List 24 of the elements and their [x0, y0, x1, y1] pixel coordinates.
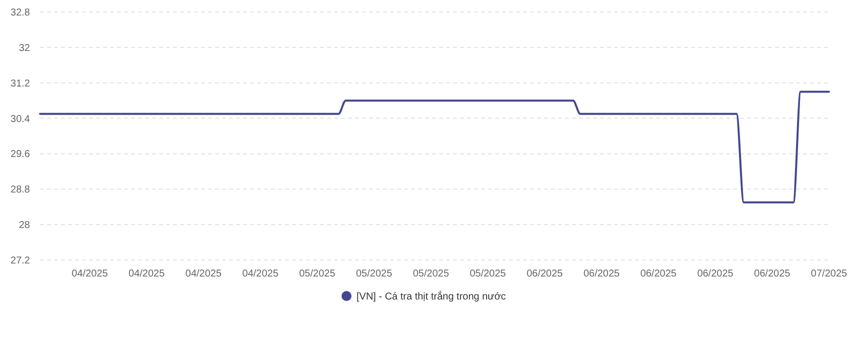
x-tick-label: 04/2025	[72, 268, 108, 280]
x-tick-label: 06/2025	[754, 268, 791, 280]
x-tick-label: 05/2025	[470, 268, 506, 280]
x-tick-label: 05/2025	[356, 268, 393, 280]
y-tick-label: 31.2	[10, 78, 30, 90]
y-tick-label: 28.8	[10, 184, 30, 196]
x-tick-label: 04/2025	[128, 268, 166, 280]
y-tick-label: 30.4	[10, 114, 30, 125]
x-tick-label: 04/2025	[242, 268, 279, 280]
x-tick-label: 05/2025	[412, 268, 450, 280]
x-tick-label: 06/2025	[583, 268, 620, 280]
legend-label: [VN] - Cá tra thịt trắng trong nước	[356, 290, 506, 302]
y-tick-label: 29.6	[10, 149, 30, 160]
x-tick-label: 06/2025	[640, 268, 677, 280]
y-tick-label: 32	[18, 42, 30, 54]
x-tick-label: 05/2025	[299, 268, 336, 280]
y-tick-label: 27.2	[10, 256, 30, 266]
y-tick-label: 28	[18, 220, 30, 232]
x-tick-label: 04/2025	[185, 268, 222, 280]
y-tick-label: 32.8	[10, 8, 30, 18]
x-tick-label: 06/2025	[526, 268, 564, 280]
x-tick-label: 07/2025	[810, 268, 848, 280]
line-series	[39, 90, 830, 204]
x-tick-label: 06/2025	[697, 268, 734, 280]
